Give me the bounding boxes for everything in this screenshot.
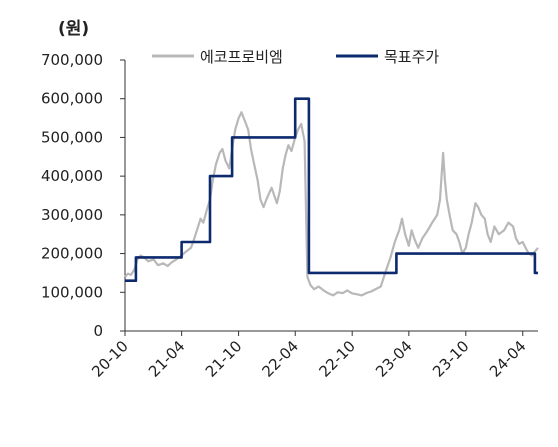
x-tick-label: 22-10 [315, 337, 359, 381]
x-tick-label: 21-10 [202, 337, 246, 381]
y-tick-label: 200,000 [41, 245, 103, 263]
x-tick-label: 23-10 [429, 337, 473, 381]
y-tick-label: 0 [93, 322, 103, 340]
y-tick-label: 100,000 [41, 283, 103, 301]
legend-label-stock: 에코프로비엠 [200, 48, 283, 66]
y-axis-ticks: 0 100,000 200,000 300,000 400,000 500,000 600,… [41, 51, 125, 340]
y-tick-label: 400,000 [41, 167, 103, 185]
x-tick-label: 24-04 [486, 337, 530, 381]
y-tick-label: 600,000 [41, 90, 103, 108]
x-axis-ticks: 20-10 21-04 21-10 22-04 22-10 23-04 23-10 24-04 [88, 331, 530, 381]
legend-label-target: 목표주가 [384, 48, 439, 66]
series-layer [124, 97, 539, 297]
y-tick-label: 300,000 [41, 206, 103, 224]
x-tick-label: 23-04 [372, 337, 416, 381]
x-tick-label: 22-04 [259, 337, 303, 381]
x-tick-label: 20-10 [88, 337, 132, 381]
y-tick-label: 500,000 [41, 128, 103, 146]
series-line-stock-price [124, 111, 539, 297]
x-tick-label: 21-04 [145, 337, 189, 381]
unit-label: (원) [58, 19, 89, 39]
y-tick-label: 700,000 [41, 51, 103, 69]
series-line-target-price [125, 97, 538, 282]
legend: 에코프로비엠 목표주가 [152, 48, 439, 66]
